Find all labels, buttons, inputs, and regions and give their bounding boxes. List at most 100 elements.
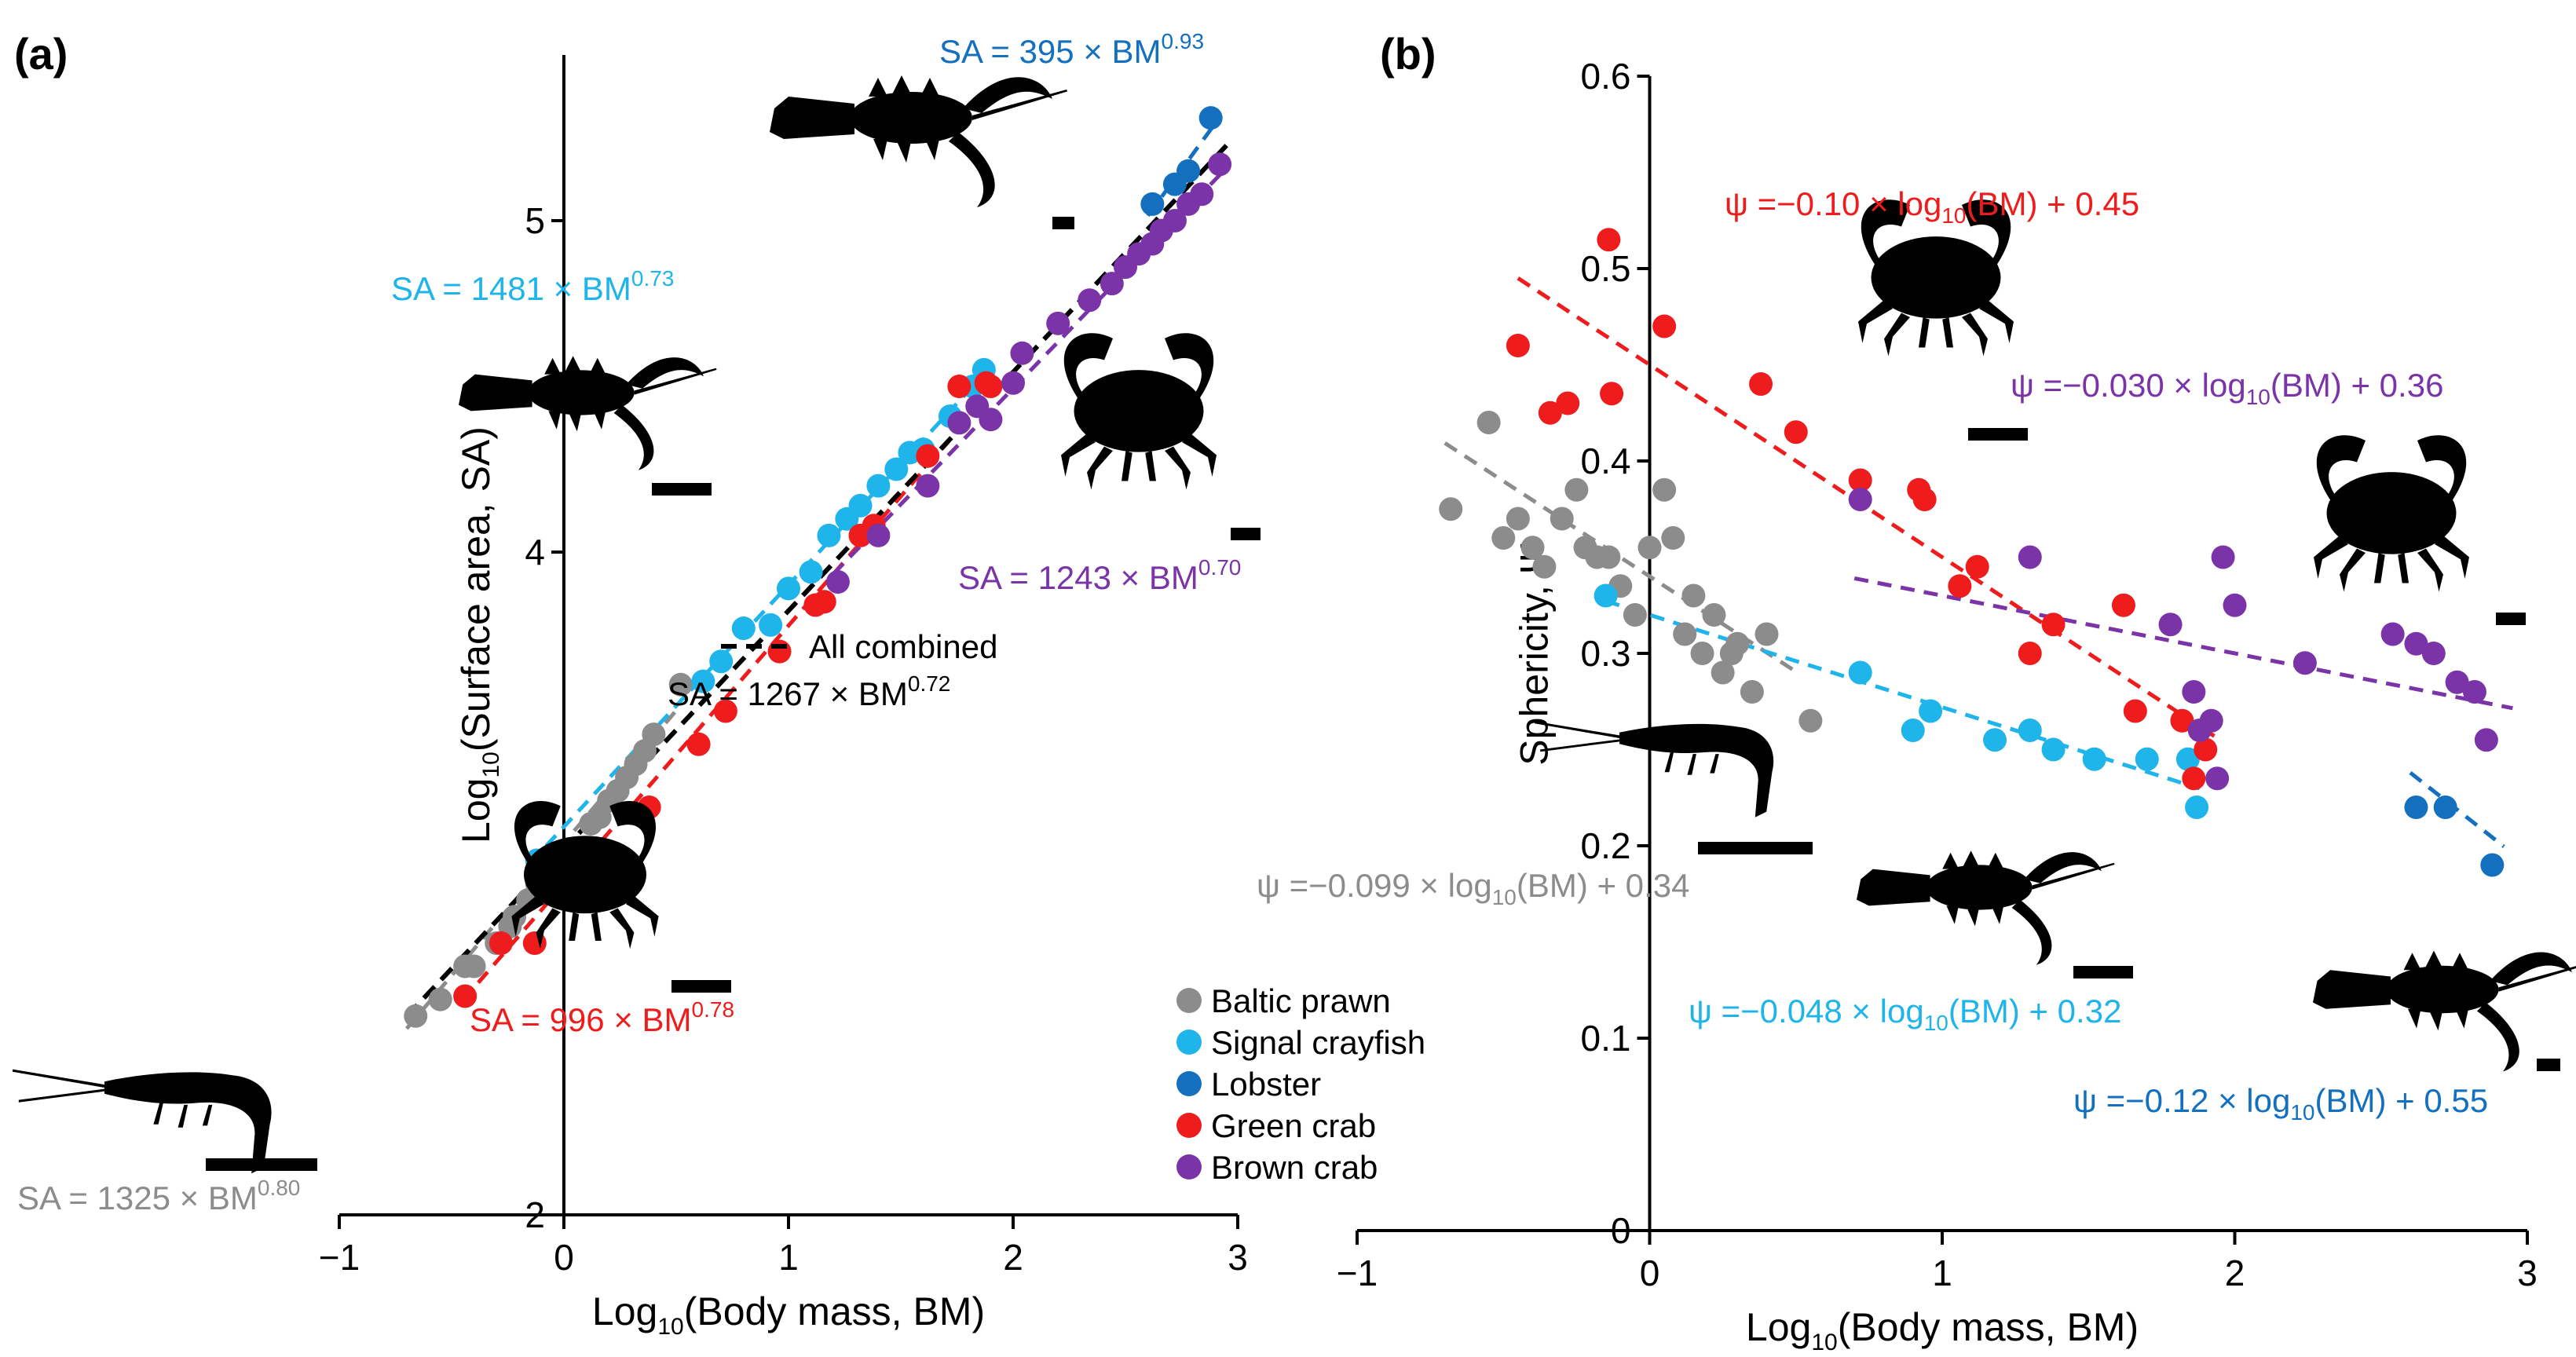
y-tick-label: 0.5 [1581,248,1631,289]
crab-silhouette-icon [1858,199,2014,357]
data-point-signal [1983,728,2007,752]
data-point-green [2018,642,2042,665]
fit-line-green [1517,276,2216,738]
equation-green-crab: ψ =−0.10 × log10(BM) + 0.45 [1725,185,2139,228]
data-point-signal [2135,747,2159,771]
x-axis-label: Log10(Body mass, BM) [592,1289,985,1340]
data-point-lobster [2404,796,2428,819]
y-tick-label: 5 [525,200,545,241]
scale-bar-icon [652,483,712,496]
data-point-baltic [1506,507,1530,531]
data-point-signal [2185,796,2209,819]
data-point-green [2182,766,2206,791]
data-point-lobster [1198,106,1223,130]
data-point-lobster [1140,192,1165,216]
data-point-baltic [1673,622,1697,646]
data-point-brown [947,411,971,435]
data-point-baltic [1740,680,1764,704]
data-point-green [947,375,971,398]
data-point-baltic [1798,708,1823,733]
x-tick-label: 2 [2225,1253,2245,1293]
x-tick-label: 1 [778,1237,799,1278]
y-tick-label: 0.4 [1581,441,1631,481]
data-point-green [1556,391,1580,415]
data-point-brown [2018,545,2042,569]
data-point-green [767,639,792,664]
data-point-brown [916,474,940,498]
scale-bar-icon [1968,428,2028,441]
data-point-baltic [1652,477,1677,502]
y-axis-label: Log10(Surface area, SA) [454,426,504,843]
equation-green-crab: SA = 996 × BM0.78 [470,997,734,1038]
data-point-signal [799,560,823,584]
data-point-baltic [642,722,666,747]
equation-lobster: ψ =−0.12 × log10(BM) + 0.55 [2073,1082,2488,1125]
data-point-baltic [1564,477,1589,502]
equation-combined: SA = 1267 × BM0.72 [668,671,950,712]
legend-label-lobster: Lobster [1211,1066,1321,1103]
data-point-green [686,732,711,756]
data-point-green [1506,334,1530,357]
legend-label-green: Green crab [1211,1107,1376,1144]
x-tick-label: 1 [1932,1253,1952,1293]
lobster-silhouette-icon [770,75,1068,207]
data-point-brown [2421,642,2446,665]
data-point-lobster [1176,159,1201,183]
data-point-lobster [2433,796,2457,819]
data-point-green [2041,613,2066,637]
y-tick-label: 0.1 [1581,1018,1631,1059]
y-tick-label: 0 [1611,1210,1631,1251]
data-point-brown [1162,209,1187,232]
data-point-signal [759,613,783,637]
fit-line-green [461,383,999,1002]
equation-baltic-prawn: ψ =−0.099 × log10(BM) + 0.34 [1257,867,1689,909]
fit-line-lobster [2409,770,2505,848]
data-point-baltic [462,954,486,978]
data-point-brown [2380,622,2405,646]
data-point-green [979,375,1003,398]
x-tick-label: −1 [319,1237,360,1278]
crab-silhouette-icon [2314,435,2469,592]
data-point-brown [2292,651,2317,675]
x-tick-label: 3 [2517,1253,2538,1293]
data-point-brown [1010,341,1034,365]
data-point-brown [2462,680,2486,704]
data-point-green [2170,708,2194,733]
panel-label: (b) [1380,29,1436,79]
x-tick-label: 2 [1003,1237,1023,1278]
data-point-brown [825,569,850,594]
data-point-signal [884,457,909,481]
data-point-signal [1919,699,1943,723]
legend-marker-signal [1176,1030,1202,1055]
data-point-green [1965,554,1989,579]
data-point-baltic [1532,554,1557,579]
prawn-silhouette-icon [1535,721,1774,817]
y-tick-label: 0.6 [1581,56,1631,97]
data-point-green [1597,228,1621,252]
data-point-baltic [1725,631,1750,656]
data-point-brown [2211,545,2235,569]
data-point-baltic [1681,583,1706,608]
data-point-signal [691,669,715,693]
data-point-brown [979,408,1003,432]
data-point-green [1538,401,1562,425]
data-point-baltic [1439,497,1463,521]
data-point-green [2111,593,2135,617]
x-tick-label: 0 [1640,1253,1660,1293]
data-point-green [713,699,737,723]
scale-bar-icon [1052,217,1074,229]
equation-signal-crayfish: ψ =−0.048 × log10(BM) + 0.32 [1689,993,2121,1035]
scale-bar-icon [1698,842,1813,854]
data-point-baltic [1661,526,1685,550]
data-point-signal [731,616,756,641]
data-point-green [1848,468,1872,492]
legend-marker-baltic [1176,988,1202,1013]
data-point-signal [1848,660,1872,685]
lobster-silhouette-icon [2313,950,2576,1072]
data-point-lobster [2480,853,2505,877]
data-point-brown [1046,311,1070,335]
equation-baltic-prawn: SA = 1325 × BM0.80 [17,1176,300,1216]
panel-label: (a) [14,29,68,79]
data-point-signal [1594,583,1618,608]
